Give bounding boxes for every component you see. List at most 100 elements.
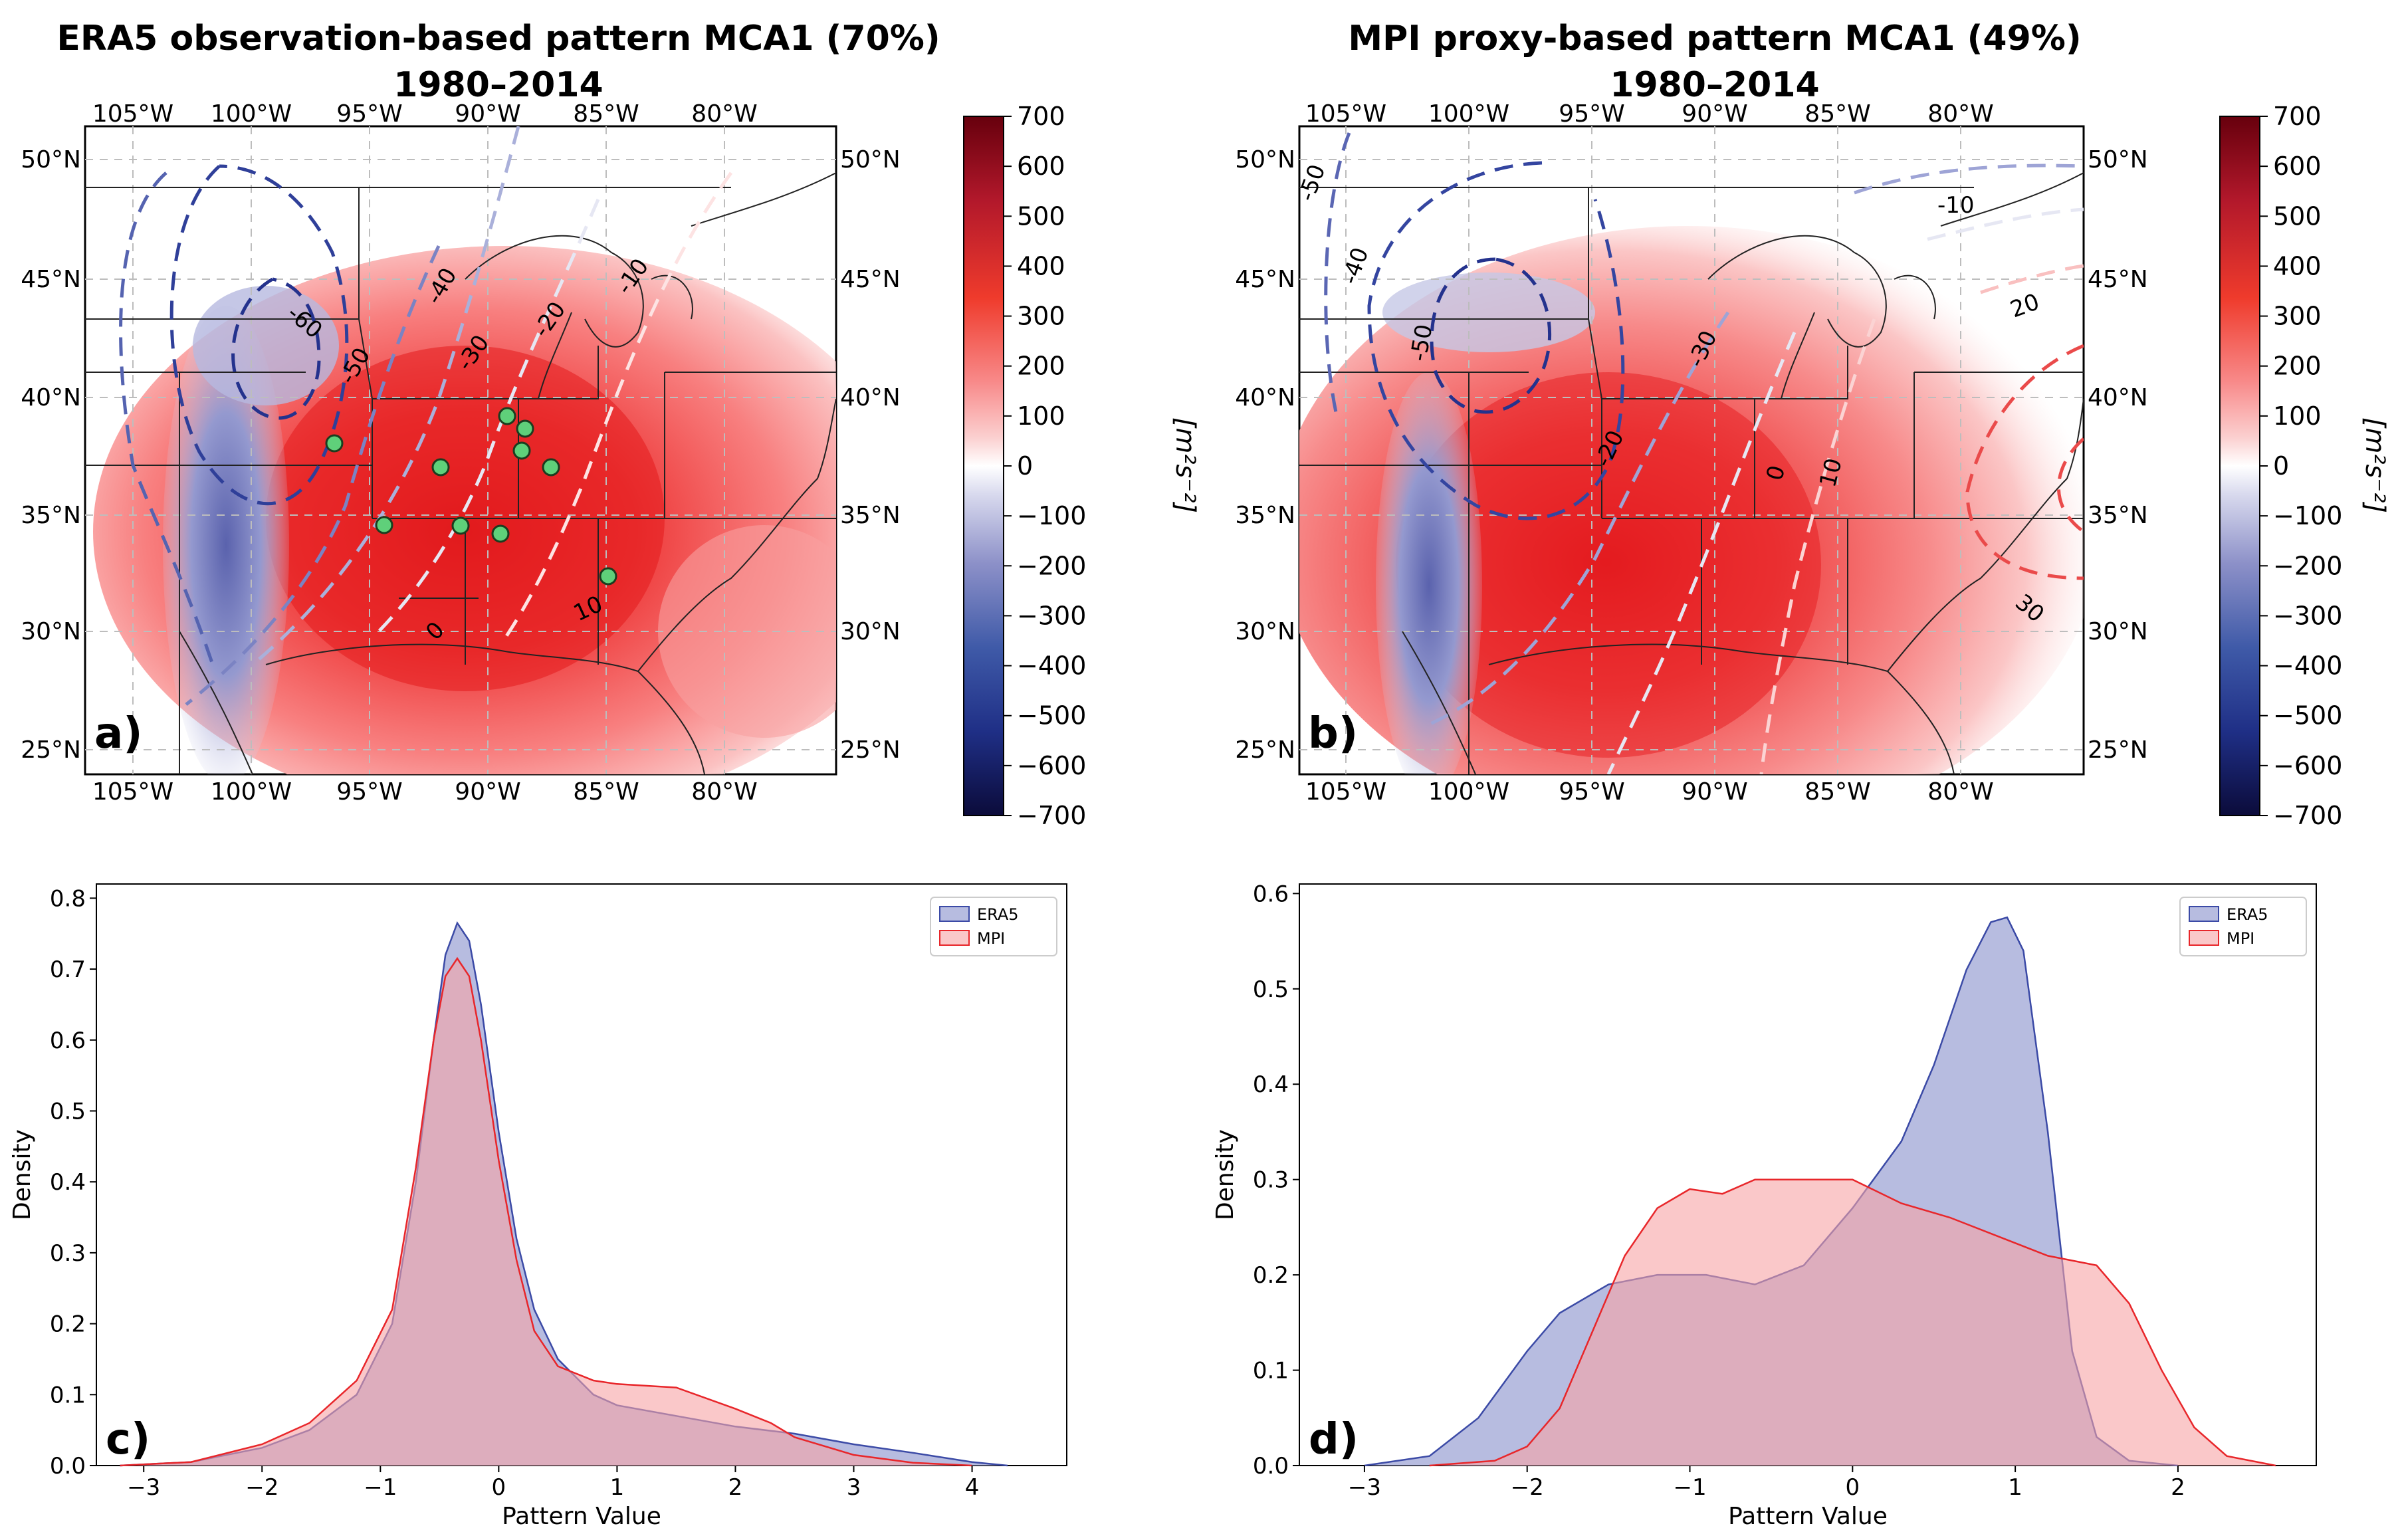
lat-tick: 25°N: [1235, 736, 1295, 764]
lon-tick: 100°W: [1428, 100, 1509, 128]
panel-c-ylabel: Density: [9, 1129, 36, 1220]
panel-c-ytick-label: 0.5: [50, 1098, 86, 1125]
contour-label-b-3: -50: [1405, 322, 1438, 364]
panel-d-ytick-label: 0.2: [1253, 1262, 1289, 1289]
panel-d-ytick-label: 0.0: [1253, 1453, 1289, 1480]
colorbar-a-tick-label: 300: [1017, 302, 1065, 331]
lat-tick: 50°N: [21, 146, 81, 173]
contour-label-b-8: -10: [1937, 192, 1975, 219]
lon-tick: 80°W: [691, 100, 757, 128]
panel-d-legend-swatch: [2189, 906, 2219, 922]
lat-tick: 35°N: [21, 502, 81, 529]
lon-tick: 85°W: [1804, 100, 1870, 128]
panel-c-xtick-label: −1: [364, 1474, 397, 1501]
lon-tick: 100°W: [211, 778, 292, 806]
panel-c-density: −3 −2 −1 0 1 2 3 4 0.0 0.1 0.2 0.3 0.4 0.5 0.6 0.7 0.8 Pa…: [9, 883, 1067, 1530]
panel-d-ytick-label: 0.5: [1253, 976, 1289, 1003]
station-marker: [542, 458, 560, 477]
station-marker: [516, 419, 534, 438]
colorbar-a-tick-label: −100: [1017, 501, 1086, 530]
panel-c-mpi-line: [120, 956, 972, 1467]
panel-d-ylabel: Density: [1212, 1129, 1239, 1220]
panel-c-ytick-label: 0.2: [50, 1311, 86, 1338]
lon-tick: 80°W: [691, 778, 757, 806]
station-marker: [599, 567, 617, 586]
panel-c-xtick-label: −3: [127, 1474, 160, 1501]
panel-a-letter: a): [94, 709, 142, 758]
lon-tick: 85°W: [573, 100, 639, 128]
panel-b-subtitle: 1980–2014: [1610, 65, 1819, 105]
lon-tick: 85°W: [573, 778, 639, 806]
colorbar-b: 700 600 500 400 300 200 100 0 −100 −200 −300 −400 −5…: [2219, 102, 2390, 830]
lon-tick: 90°W: [1682, 100, 1747, 128]
lat-tick: 45°N: [21, 266, 81, 293]
colorbar-a-unit: [m²s⁻²]: [1170, 417, 1200, 513]
lat-tick: 50°N: [2088, 146, 2148, 173]
panel-d-xtick-label: 0: [1845, 1474, 1860, 1501]
panel-b-lon-ticks-top: 105°W 100°W 95°W 90°W 85°W 80°W: [1305, 100, 1994, 128]
colorbar-b-tick-label: −200: [2273, 551, 2342, 580]
lon-tick: 105°W: [92, 100, 173, 128]
panel-c-ytick-label: 0.8: [50, 885, 86, 912]
colorbar-b-tick-label: 0: [2273, 451, 2289, 481]
colorbar-a-tick-label: −300: [1017, 601, 1086, 630]
lat-tick: 30°N: [1235, 618, 1295, 645]
panel-d-ytick-label: 0.3: [1253, 1167, 1289, 1194]
colorbar-a-tick-label: −700: [1017, 801, 1086, 830]
colorbar-b-tick-label: −600: [2273, 751, 2342, 780]
panel-c-frame: [96, 883, 1067, 1466]
colorbar-a-tick-label: 700: [1017, 102, 1065, 131]
panel-c-xtick-label: 0: [492, 1474, 506, 1501]
lon-tick: 80°W: [1927, 100, 1993, 128]
panel-c-ytick-label: 0.0: [50, 1453, 86, 1480]
panel-c-legend-label: ERA5: [977, 905, 1019, 924]
panel-c-ytick-label: 0.6: [50, 1028, 86, 1054]
lat-tick: 35°N: [1235, 502, 1295, 529]
station-marker: [512, 441, 531, 460]
panel-d-letter: d): [1309, 1415, 1359, 1464]
colorbar-b-tick-label: 500: [2273, 201, 2322, 231]
lon-tick: 90°W: [455, 100, 520, 128]
lat-tick: 45°N: [840, 266, 901, 293]
panel-b-lat-ticks-left: 50°N 45°N 40°N 35°N 30°N 25°N: [1235, 146, 1295, 764]
lat-tick: 35°N: [2088, 502, 2148, 529]
panel-a-title: ERA5 observation-based pattern MCA1 (70%…: [56, 19, 940, 58]
panel-b-letter: b): [1308, 709, 1358, 758]
station-marker: [491, 524, 510, 543]
panel-c-xtick-label: 2: [728, 1474, 743, 1501]
lon-tick: 80°W: [1927, 778, 1993, 806]
station-marker: [375, 516, 393, 534]
lat-tick: 50°N: [1235, 146, 1295, 173]
panel-a-lat-ticks-right: 50°N 45°N 40°N 35°N 30°N 25°N: [840, 146, 901, 764]
lon-tick: 95°W: [1559, 100, 1624, 128]
colorbar-b-tick-label: 300: [2273, 302, 2322, 331]
lon-tick: 90°W: [1682, 778, 1747, 806]
panel-c-ytick-label: 0.7: [50, 956, 86, 983]
lat-tick: 40°N: [21, 384, 81, 411]
colorbar-b-tick-label: 200: [2273, 352, 2322, 381]
colorbar-a-tick-label: 600: [1017, 152, 1065, 181]
lat-tick: 30°N: [21, 618, 81, 645]
lat-tick: 45°N: [1235, 266, 1295, 293]
panel-d-ytick-label: 0.1: [1253, 1358, 1289, 1384]
colorbar-a-tick-label: −200: [1017, 551, 1086, 580]
panel-c-xlabel: Pattern Value: [502, 1503, 661, 1530]
panel-d-xtick-label: −1: [1673, 1474, 1706, 1501]
panel-c-ytick-label: 0.4: [50, 1169, 86, 1196]
colorbar-a-tick-label: −600: [1017, 751, 1086, 780]
colorbar-b-tick-label: 400: [2273, 251, 2322, 280]
panel-d-ytick-label: 0.4: [1253, 1071, 1289, 1098]
panel-b-field: -50 -40 -50 -30 -20 0 10 -10 20 30: [1299, 126, 2084, 774]
lat-tick: 30°N: [2088, 618, 2148, 645]
lat-tick: 40°N: [1235, 384, 1295, 411]
lat-tick: 40°N: [840, 384, 901, 411]
colorbar-a-tick-label: −500: [1017, 701, 1086, 730]
lat-tick: 30°N: [840, 618, 901, 645]
panel-a-lat-ticks-left: 50°N 45°N 40°N 35°N 30°N 25°N: [21, 146, 81, 764]
colorbar-a-tick-label: 500: [1017, 201, 1065, 231]
lon-tick: 95°W: [1559, 778, 1624, 806]
panel-b-lon-ticks-bottom: 105°W 100°W 95°W 90°W 85°W 80°W: [1305, 778, 1994, 806]
colorbar-a: 700 600 500 400 300 200 100 0 −100 −200 −300 −400 −5…: [963, 102, 1200, 830]
panel-d-legend-swatch: [2189, 930, 2219, 946]
